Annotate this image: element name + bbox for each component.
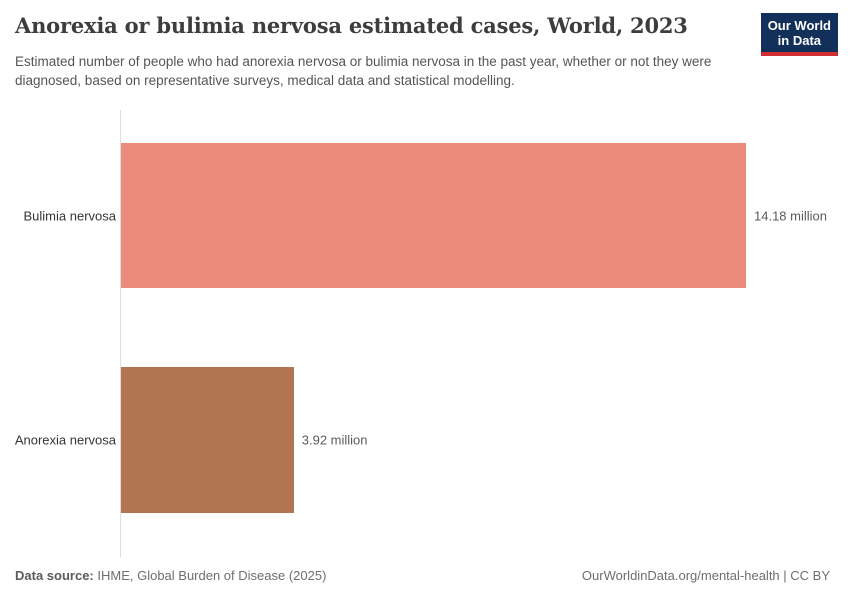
bar-row: Anorexia nervosa 3.92 million xyxy=(0,367,850,513)
owid-logo[interactable]: Our World in Data xyxy=(760,13,838,56)
plot-area: Bulimia nervosa 14.18 million Anorexia n… xyxy=(0,110,850,557)
credit-link[interactable]: OurWorldinData.org/mental-health | CC BY xyxy=(581,568,830,583)
bar-row: Bulimia nervosa 14.18 million xyxy=(0,143,850,288)
category-label: Bulimia nervosa xyxy=(23,208,117,223)
data-source-text: IHME, Global Burden of Disease (2025) xyxy=(93,568,327,583)
page-title: Anorexia or bulimia nervosa estimated ca… xyxy=(15,13,688,38)
bar[interactable] xyxy=(121,367,294,513)
category-label: Anorexia nervosa xyxy=(14,432,116,448)
data-source-label: Data source: xyxy=(15,568,94,583)
bar[interactable] xyxy=(121,143,746,288)
chart-subtitle: Estimated number of people who had anore… xyxy=(15,54,712,88)
owid-logo-line2: in Data xyxy=(777,33,822,48)
y-axis-line xyxy=(120,110,121,557)
owid-logo-line1: Our World xyxy=(767,18,831,33)
chart-footer: Data source: IHME, Global Burden of Dise… xyxy=(15,568,830,583)
bar-value-label: 3.92 million xyxy=(301,432,368,448)
bar-value-label: 14.18 million xyxy=(754,208,827,223)
data-source: Data source: IHME, Global Burden of Dise… xyxy=(15,568,326,583)
